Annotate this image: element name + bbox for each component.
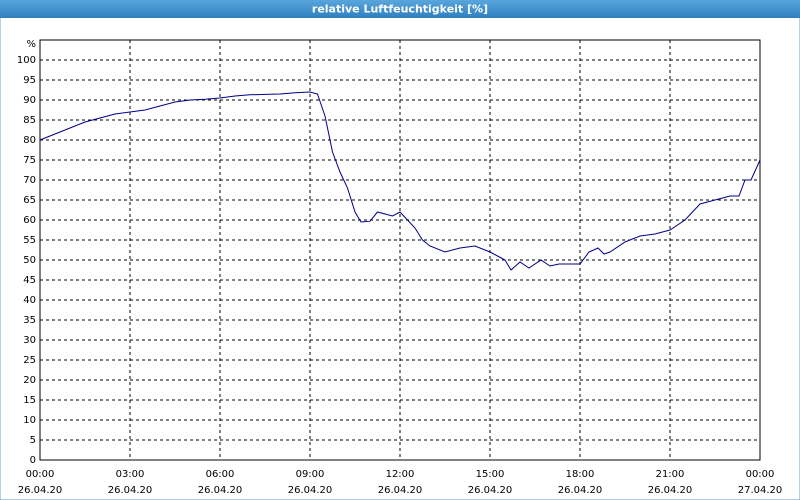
- y-tick-label: 75: [23, 155, 36, 166]
- y-tick-label: 5: [30, 435, 36, 446]
- data-line: [39, 91, 761, 271]
- x-tick-label: 00:00: [746, 469, 775, 480]
- y-tick-label: 10: [23, 415, 36, 426]
- y-tick-label: 90: [23, 95, 36, 106]
- x-tick-date: 26.04.20: [558, 485, 603, 496]
- title-bar: [0, 0, 800, 18]
- x-tick-label: 03:00: [116, 469, 145, 480]
- y-tick-label: 55: [23, 235, 36, 246]
- x-tick-label: 00:00: [26, 469, 55, 480]
- x-tick-label: 09:00: [296, 469, 325, 480]
- chart-title: relative Luftfeuchtigkeit [%]: [312, 3, 488, 16]
- x-tick-date: 26.04.20: [288, 485, 333, 496]
- x-tick-label: 12:00: [386, 469, 415, 480]
- y-tick-label: 100: [17, 55, 36, 66]
- y-tick-label: 0: [30, 455, 36, 466]
- y-tick-label: 60: [23, 215, 36, 226]
- y-tick-label: 45: [23, 275, 36, 286]
- x-tick-date: 27.04.20: [738, 485, 783, 496]
- x-tick-date: 26.04.20: [108, 485, 153, 496]
- x-tick-date: 26.04.20: [648, 485, 693, 496]
- y-tick-label: 30: [23, 335, 36, 346]
- y-tick-label: 40: [23, 295, 36, 306]
- y-axis-label: %: [26, 39, 36, 50]
- x-tick-label: 21:00: [656, 469, 685, 480]
- y-tick-label: 80: [23, 135, 36, 146]
- y-tick-label: 25: [23, 355, 36, 366]
- x-tick-label: 15:00: [476, 469, 505, 480]
- x-tick-label: 06:00: [206, 469, 235, 480]
- y-tick-label: 20: [23, 375, 36, 386]
- x-tick-date: 26.04.20: [198, 485, 243, 496]
- y-tick-label: 85: [23, 115, 36, 126]
- x-tick-date: 26.04.20: [18, 485, 63, 496]
- x-tick-date: 26.04.20: [468, 485, 513, 496]
- x-tick-label: 18:00: [566, 469, 595, 480]
- y-tick-label: 95: [23, 75, 36, 86]
- y-tick-label: 65: [23, 195, 36, 206]
- y-tick-label: 70: [23, 175, 36, 186]
- y-tick-label: 50: [23, 255, 36, 266]
- y-tick-label: 15: [23, 395, 36, 406]
- x-tick-date: 26.04.20: [378, 485, 423, 496]
- y-tick-label: 35: [23, 315, 36, 326]
